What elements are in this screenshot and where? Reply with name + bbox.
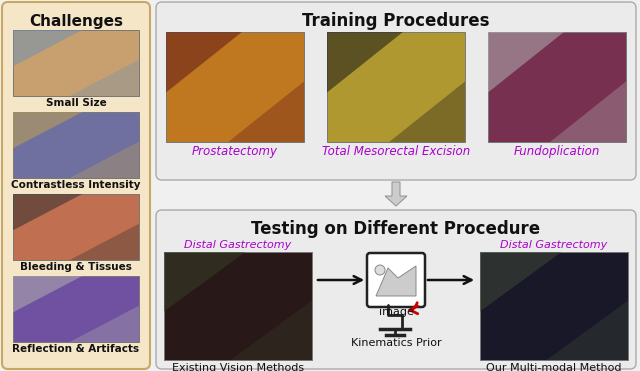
Polygon shape: [13, 276, 83, 312]
Polygon shape: [488, 32, 564, 92]
Text: Distal Gastrectomy: Distal Gastrectomy: [500, 240, 607, 250]
Bar: [480, 252, 628, 360]
Text: Total Mesorectal Excision: Total Mesorectal Excision: [322, 145, 470, 158]
Polygon shape: [230, 301, 312, 360]
Text: Reflection & Artifacts: Reflection & Artifacts: [12, 344, 140, 354]
Text: Small Size: Small Size: [45, 98, 106, 108]
Polygon shape: [547, 301, 628, 360]
FancyBboxPatch shape: [2, 2, 150, 369]
Polygon shape: [376, 266, 416, 296]
Polygon shape: [480, 252, 561, 311]
FancyBboxPatch shape: [367, 253, 425, 307]
Bar: [164, 252, 312, 360]
Text: Kinematics Prior: Kinematics Prior: [351, 338, 442, 348]
Polygon shape: [166, 32, 242, 92]
Polygon shape: [70, 224, 139, 260]
Text: Training Procedures: Training Procedures: [302, 12, 490, 30]
Text: Challenges: Challenges: [29, 14, 123, 29]
Text: Contrastless Intensity: Contrastless Intensity: [12, 180, 141, 190]
Bar: [327, 32, 465, 142]
Text: image: image: [379, 307, 413, 317]
Circle shape: [375, 265, 385, 275]
Text: Distal Gastrectomy: Distal Gastrectomy: [184, 240, 292, 250]
Polygon shape: [13, 194, 83, 230]
Text: Prostatectomy: Prostatectomy: [192, 145, 278, 158]
Polygon shape: [327, 32, 403, 92]
FancyBboxPatch shape: [156, 2, 636, 180]
Bar: [488, 32, 626, 142]
Polygon shape: [13, 112, 83, 148]
Bar: [13, 112, 139, 178]
Polygon shape: [164, 252, 245, 311]
Bar: [13, 194, 139, 260]
Polygon shape: [550, 82, 626, 142]
Text: Testing on Different Procedure: Testing on Different Procedure: [252, 220, 541, 238]
Polygon shape: [13, 30, 83, 66]
Text: Bleeding & Tissues: Bleeding & Tissues: [20, 262, 132, 272]
Polygon shape: [385, 182, 407, 206]
Polygon shape: [70, 306, 139, 342]
Polygon shape: [228, 82, 304, 142]
Text: Our Multi-modal Method: Our Multi-modal Method: [486, 363, 621, 371]
Polygon shape: [70, 142, 139, 178]
Bar: [13, 276, 139, 342]
Polygon shape: [70, 60, 139, 96]
Bar: [13, 30, 139, 96]
Text: Fundoplication: Fundoplication: [514, 145, 600, 158]
Bar: [166, 32, 304, 142]
FancyBboxPatch shape: [156, 210, 636, 369]
Polygon shape: [389, 82, 465, 142]
Text: Existing Vision Methods: Existing Vision Methods: [172, 363, 304, 371]
